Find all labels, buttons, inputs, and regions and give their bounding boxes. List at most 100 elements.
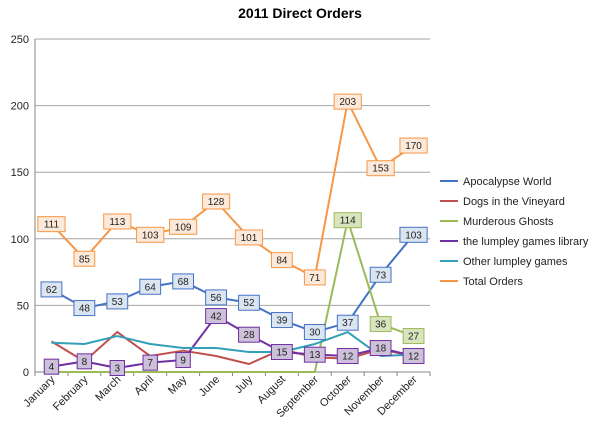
- y-tick-label: 250: [11, 34, 29, 46]
- data-label-bg: [103, 213, 132, 230]
- data-label-box: 114: [333, 212, 362, 229]
- data-label: 36: [375, 320, 387, 331]
- data-label-box: 85: [73, 250, 96, 267]
- data-label-bg: [238, 294, 260, 311]
- data-label: 9: [180, 356, 186, 367]
- y-tick-label: 50: [17, 300, 29, 312]
- y-tick-label: 200: [11, 101, 29, 113]
- data-label-box: 103: [399, 226, 428, 243]
- data-label-box: 111: [37, 216, 66, 233]
- data-label-box: 36: [369, 316, 392, 333]
- data-label-bg: [336, 348, 359, 365]
- data-label-bg: [303, 269, 326, 286]
- data-label-bg: [139, 278, 162, 295]
- data-label-bg: [37, 216, 66, 233]
- data-label: 4: [49, 362, 55, 373]
- data-label: 12: [408, 352, 420, 363]
- data-label-bg: [73, 250, 96, 267]
- legend-label: the lumpley games library: [463, 236, 589, 248]
- data-label-bg: [402, 328, 425, 345]
- legend-label: Murderous Ghosts: [463, 216, 554, 228]
- data-label-box: 9: [175, 352, 191, 369]
- data-label: 111: [44, 220, 60, 231]
- data-label-box: 7: [142, 354, 158, 371]
- data-label: 42: [210, 312, 222, 323]
- data-label-bg: [238, 326, 260, 343]
- data-label-bg: [270, 252, 293, 269]
- data-label-bg: [369, 316, 392, 333]
- data-label-box: 101: [234, 229, 264, 246]
- y-tick-label: 150: [11, 167, 29, 179]
- data-label: 8: [82, 357, 88, 368]
- data-label: 13: [309, 350, 321, 361]
- data-label: 52: [243, 298, 255, 309]
- data-label-bg: [336, 314, 359, 331]
- data-label-bg: [399, 226, 428, 243]
- data-label: 64: [145, 282, 157, 293]
- data-label-box: 103: [136, 226, 165, 243]
- data-label: 7: [147, 358, 153, 369]
- data-label-box: 128: [201, 193, 231, 210]
- data-label-box: 12: [402, 348, 425, 365]
- data-label: 27: [408, 332, 420, 343]
- data-label: 73: [375, 270, 387, 281]
- data-label-bg: [205, 308, 227, 325]
- data-label-bg: [369, 340, 392, 357]
- data-label-box: 56: [205, 289, 227, 306]
- data-label-bg: [136, 226, 165, 243]
- series-line: [50, 234, 415, 334]
- data-label: 68: [178, 277, 190, 288]
- data-label-bg: [169, 218, 198, 235]
- data-label: 103: [405, 230, 422, 241]
- data-label-bg: [369, 266, 392, 283]
- data-label: 3: [115, 364, 121, 375]
- data-label-box: 203: [333, 93, 362, 110]
- data-label-bg: [234, 229, 264, 246]
- data-label: 84: [276, 256, 288, 267]
- x-tick-label: May: [166, 373, 190, 397]
- data-label-bg: [205, 289, 227, 306]
- data-label-bg: [175, 352, 191, 369]
- y-tick-label: 100: [11, 234, 29, 246]
- legend-label: Total Orders: [463, 276, 523, 288]
- series-line: [51, 331, 414, 358]
- data-label-bg: [399, 137, 428, 154]
- data-label: 103: [142, 230, 159, 241]
- data-label-bg: [73, 300, 96, 317]
- data-label: 170: [405, 141, 422, 152]
- data-label-box: 15: [270, 344, 293, 361]
- y-tick-label: 0: [23, 367, 29, 379]
- data-label: 30: [309, 328, 321, 339]
- x-tick-label: June: [197, 374, 222, 399]
- legend-label: Apocalypse World: [463, 176, 551, 188]
- data-label: 62: [46, 285, 58, 296]
- data-label-bg: [303, 324, 326, 341]
- data-label: 12: [342, 352, 354, 363]
- data-label-bg: [43, 358, 60, 375]
- data-label-box: 30: [303, 324, 326, 341]
- data-label-box: 84: [270, 252, 293, 269]
- chart-title: 2011 Direct Orders: [238, 5, 362, 21]
- series-line: [50, 100, 415, 279]
- data-label-bg: [109, 360, 125, 377]
- data-label-box: 62: [40, 281, 63, 298]
- data-label-box: 37: [336, 314, 359, 331]
- data-label: 48: [79, 304, 91, 315]
- data-label-box: 42: [205, 308, 227, 325]
- data-label-bg: [270, 344, 293, 361]
- data-label-bg: [270, 312, 293, 329]
- x-tick-label: April: [132, 374, 156, 398]
- data-label-bg: [40, 281, 63, 298]
- data-label-bg: [303, 346, 326, 363]
- data-label-box: 48: [73, 300, 96, 317]
- data-label: 153: [372, 164, 389, 175]
- data-label: 71: [309, 273, 321, 284]
- data-label: 203: [339, 97, 356, 108]
- series-line: [50, 331, 414, 366]
- data-label-bg: [172, 273, 195, 290]
- data-label-box: 39: [270, 312, 293, 329]
- data-label: 28: [243, 330, 255, 341]
- data-label-box: 13: [303, 346, 326, 363]
